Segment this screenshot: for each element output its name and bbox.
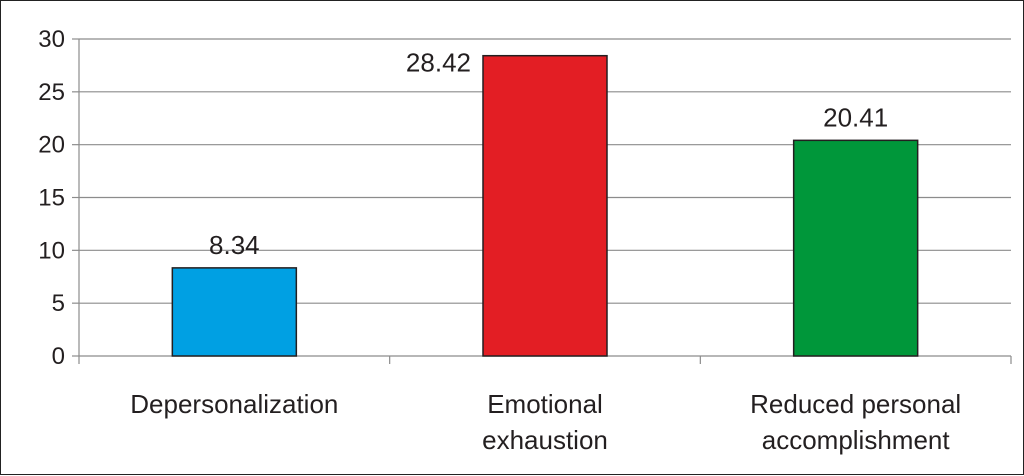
category-label: exhaustion	[482, 425, 608, 455]
y-tick-label: 30	[38, 26, 65, 53]
bar	[792, 139, 919, 357]
bar	[171, 267, 298, 357]
bar	[482, 54, 608, 357]
category-label: Depersonalization	[130, 389, 338, 419]
data-label: 8.34	[209, 230, 260, 260]
data-label: 20.41	[823, 102, 888, 132]
category-label: accomplishment	[762, 425, 951, 455]
y-tick-label: 15	[38, 185, 65, 212]
y-tick-label: 25	[38, 79, 65, 106]
category-label: Emotional	[487, 389, 603, 419]
y-tick-label: 20	[38, 132, 65, 159]
y-tick-label: 5	[52, 290, 65, 317]
data-label: 28.42	[406, 48, 471, 78]
y-tick-label: 10	[38, 237, 65, 264]
y-tick-label: 0	[52, 343, 65, 370]
labels: 0 5 10 15 20 25 30 8.34 Depersonalization 28.42 Em…	[38, 26, 961, 455]
bars	[171, 54, 919, 357]
category-label: Reduced personal	[750, 389, 961, 419]
